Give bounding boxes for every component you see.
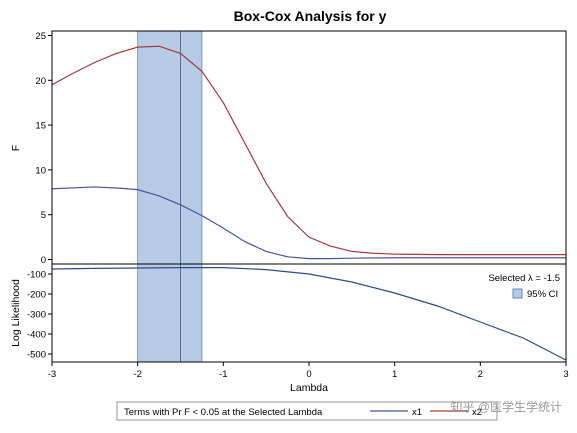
ci-band — [137, 263, 203, 363]
panel-frame — [51, 30, 567, 265]
y-tick-label: 10 — [35, 165, 46, 176]
x-axis: -3 -2 -1 0 1 2 3 — [48, 362, 569, 380]
f-panel: 0 5 10 15 20 25 — [35, 30, 567, 266]
x-tick-label: -1 — [219, 369, 227, 380]
y-tick-label: 20 — [35, 76, 46, 87]
y-tick-label: 0 — [41, 255, 46, 266]
series-line-x2 — [51, 45, 566, 256]
chart-title: Box-Cox Analysis for y — [234, 8, 387, 24]
y-tick-label: -200 — [27, 290, 46, 301]
ci-legend-label: 95% CI — [527, 289, 558, 300]
x-tick-label: -3 — [48, 369, 56, 380]
series-line-log-likelihood — [51, 267, 567, 361]
legend-label-x2: x2 — [472, 407, 482, 418]
ci-legend-swatch — [512, 288, 523, 299]
x-tick-label: 1 — [392, 369, 397, 380]
legend-box — [116, 401, 498, 421]
legend-title: Terms with Pr F < 0.05 at the Selected L… — [124, 407, 323, 418]
y-axis-label-log-likelihood: Log Likelihood — [10, 279, 22, 347]
x-axis-label: Lambda — [290, 382, 328, 394]
series-line-x1 — [51, 186, 566, 260]
selected-lambda-label: Selected λ = -1.5 — [488, 273, 560, 284]
y-tick-label: 5 — [41, 210, 46, 221]
ci-band — [137, 30, 203, 265]
y-tick-label: 25 — [35, 31, 46, 42]
watermark: 知乎 @医学生学统计 — [450, 399, 562, 414]
y-tick-label: -100 — [27, 270, 46, 281]
x-tick-label: 0 — [306, 369, 311, 380]
x-tick-label: 3 — [563, 369, 568, 380]
y-tick-label: -500 — [27, 350, 46, 361]
x-tick-label: -2 — [133, 369, 141, 380]
log-likelihood-panel: -100 -200 -300 -400 -500 — [27, 263, 567, 363]
y-tick-label: -300 — [27, 310, 46, 321]
legend-label-x1: x1 — [412, 407, 422, 418]
y-axis-label-f: F — [10, 145, 22, 151]
y-tick-label: -400 — [27, 330, 46, 341]
x-tick-label: 2 — [478, 369, 483, 380]
y-tick-label: 15 — [35, 121, 46, 132]
